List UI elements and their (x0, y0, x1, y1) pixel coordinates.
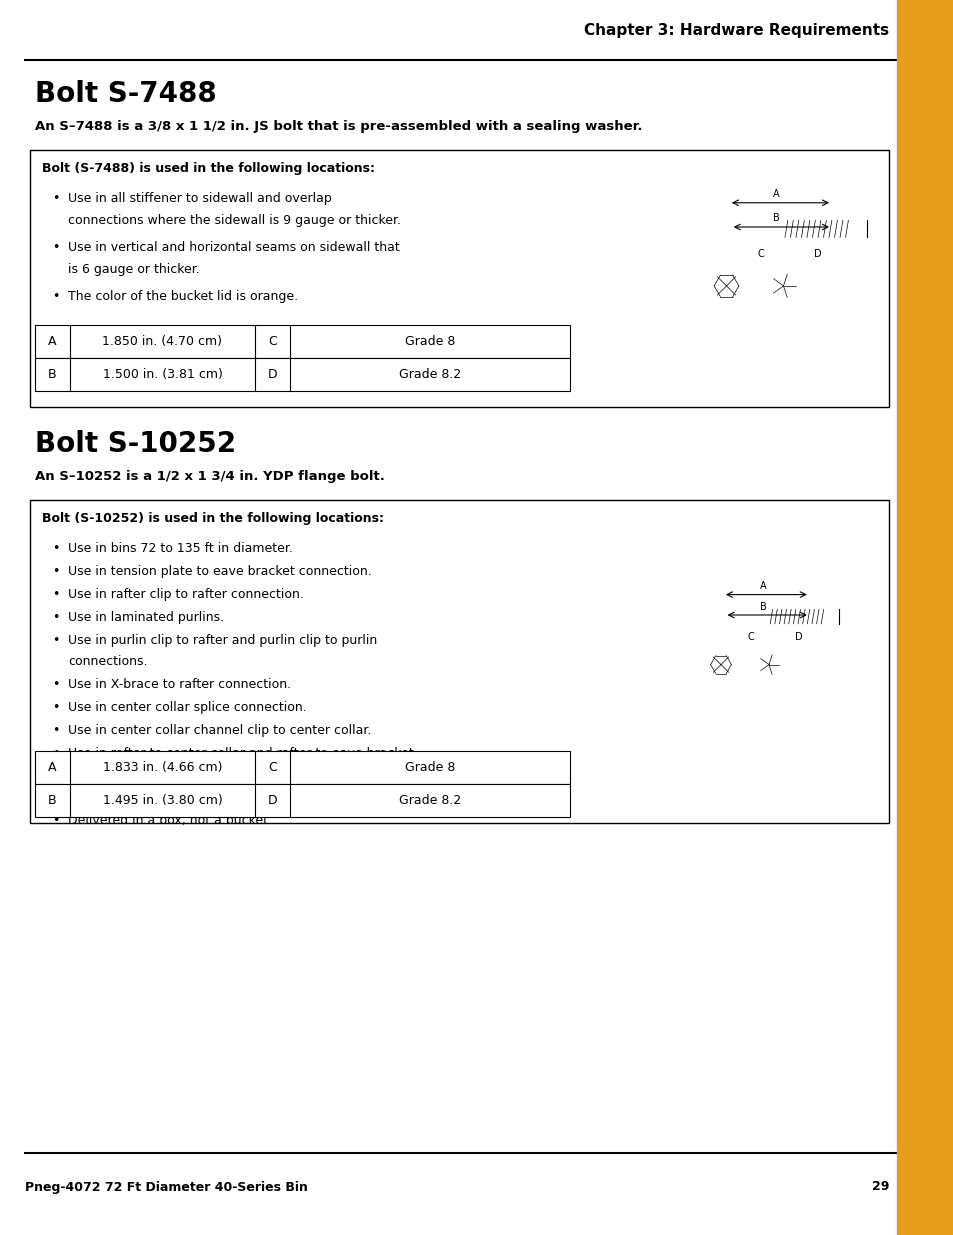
Text: •: • (52, 701, 59, 714)
Text: •: • (52, 747, 59, 760)
Text: C: C (746, 632, 754, 642)
Circle shape (757, 653, 780, 676)
Text: A: A (49, 761, 56, 774)
Circle shape (769, 272, 797, 300)
Text: Use in rafter clip to rafter connection.: Use in rafter clip to rafter connection. (68, 588, 304, 601)
Bar (35, 784, 569, 818)
Text: Use in vertical and horizontal seams on sidewall that: Use in vertical and horizontal seams on … (68, 241, 399, 254)
Bar (35, 358, 569, 391)
Text: Use in bins 72 to 135 ft in diameter.: Use in bins 72 to 135 ft in diameter. (68, 542, 293, 555)
Text: •: • (52, 290, 59, 303)
Text: D: D (813, 249, 821, 259)
Text: Use in laminated purlins.: Use in laminated purlins. (68, 611, 224, 624)
Text: Bolt (S-10252) is used in the following locations:: Bolt (S-10252) is used in the following … (42, 513, 384, 525)
Text: B: B (759, 601, 765, 611)
Text: An S–7488 is a 3/8 x 1 1/2 in. JS bolt that is pre-assembled with a sealing wash: An S–7488 is a 3/8 x 1 1/2 in. JS bolt t… (35, 120, 641, 133)
Text: Use in tension plate to eave bracket connection.: Use in tension plate to eave bracket con… (68, 564, 372, 578)
Text: An S–10252 is a 1/2 x 1 3/4 in. YDP flange bolt.: An S–10252 is a 1/2 x 1 3/4 in. YDP flan… (35, 471, 384, 483)
Bar (35, 325, 569, 358)
Text: NOTE:: NOTE: (42, 325, 85, 338)
Circle shape (707, 651, 734, 678)
Text: 1.833 in. (4.66 cm): 1.833 in. (4.66 cm) (103, 761, 222, 774)
Text: A: A (772, 189, 779, 199)
Circle shape (700, 259, 752, 312)
Text: 1.500 in. (3.81 cm): 1.500 in. (3.81 cm) (103, 368, 222, 382)
Bar (896, 0, 953, 1235)
Bar (766, 609, 838, 624)
Circle shape (746, 642, 791, 687)
Text: Grade 8: Grade 8 (404, 335, 455, 348)
Text: Chapter 3: Hardware Requirements: Chapter 3: Hardware Requirements (583, 22, 888, 37)
Text: •: • (52, 191, 59, 205)
Text: eners. Sealing washers should not be used for these: eners. Sealing washers should not be use… (102, 347, 429, 359)
Text: Grade 8: Grade 8 (404, 761, 455, 774)
Text: •: • (52, 814, 59, 827)
Text: D: D (795, 632, 802, 642)
Bar (781, 220, 865, 237)
Text: •: • (52, 564, 59, 578)
Text: Use in center collar channel to clip.: Use in center collar channel to clip. (68, 790, 290, 804)
Text: 29: 29 (871, 1181, 888, 1193)
Text: connections where the sidewall is 9 gauge or thicker.: connections where the sidewall is 9 gaug… (68, 214, 400, 227)
Circle shape (698, 642, 742, 687)
Text: is 6 gauge or thicker.: is 6 gauge or thicker. (68, 263, 199, 275)
Text: Use in purlin clip to rafter and purlin clip to purlin: Use in purlin clip to rafter and purlin … (68, 634, 376, 647)
Text: Use in X-brace to rafter connection.: Use in X-brace to rafter connection. (68, 678, 291, 692)
Text: 1.850 in. (4.70 cm): 1.850 in. (4.70 cm) (102, 335, 222, 348)
Text: Grade 8.2: Grade 8.2 (398, 368, 460, 382)
Bar (728, 212, 781, 246)
Text: Use in center collar splice connection.: Use in center collar splice connection. (68, 701, 307, 714)
Text: C: C (268, 761, 276, 774)
Text: •: • (52, 678, 59, 692)
Circle shape (710, 269, 741, 303)
Text: •: • (52, 588, 59, 601)
Text: Grade 8.2: Grade 8.2 (398, 794, 460, 806)
Text: A: A (759, 582, 765, 592)
Bar (722, 603, 766, 631)
Circle shape (756, 259, 809, 312)
Text: Pneg-4072 72 Ft Diameter 40-Series Bin: Pneg-4072 72 Ft Diameter 40-Series Bin (25, 1181, 308, 1193)
Text: •: • (52, 241, 59, 254)
Text: •: • (52, 634, 59, 647)
Text: Do not use in flanges where the splice plate bolts to the stiff-: Do not use in flanges where the splice p… (85, 325, 467, 338)
Text: Bolt (S-7488) is used in the following locations:: Bolt (S-7488) is used in the following l… (42, 162, 375, 175)
Text: Bolt S-7488: Bolt S-7488 (35, 80, 216, 107)
Text: B: B (49, 368, 57, 382)
Text: D: D (268, 794, 277, 806)
Text: C: C (757, 249, 763, 259)
Text: connections.: connections. (68, 768, 148, 781)
Text: C: C (268, 335, 276, 348)
Text: A: A (49, 335, 56, 348)
Bar (30, 149, 888, 408)
Text: Use in all stiffener to sidewall and overlap: Use in all stiffener to sidewall and ove… (68, 191, 332, 205)
Text: Bolt S-10252: Bolt S-10252 (35, 430, 236, 458)
Text: B: B (49, 794, 57, 806)
Text: 1.495 in. (3.80 cm): 1.495 in. (3.80 cm) (103, 794, 222, 806)
Bar (30, 500, 888, 823)
Text: •: • (52, 724, 59, 737)
Text: •: • (52, 790, 59, 804)
Bar (35, 751, 569, 784)
Text: B: B (772, 214, 779, 224)
Text: The color of the bucket lid is orange.: The color of the bucket lid is orange. (68, 290, 297, 303)
Text: D: D (268, 368, 277, 382)
Text: •: • (52, 542, 59, 555)
Text: Delivered in a box, not a bucket.: Delivered in a box, not a bucket. (68, 814, 272, 827)
Text: Use in center collar channel clip to center collar.: Use in center collar channel clip to cen… (68, 724, 371, 737)
Text: connections.: connections. (102, 369, 181, 382)
Text: •: • (52, 611, 59, 624)
Text: Use in rafter to center collar and rafter to eave bracket: Use in rafter to center collar and rafte… (68, 747, 414, 760)
Text: connections.: connections. (68, 655, 148, 668)
